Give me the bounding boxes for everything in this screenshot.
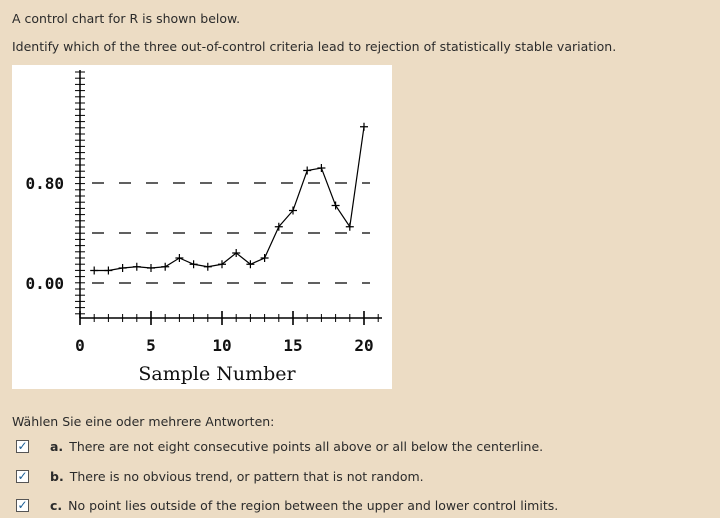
x-axis-title: Sample Number xyxy=(138,363,296,385)
data-point xyxy=(232,249,241,257)
answer-letter-b: b. xyxy=(50,468,64,484)
check-icon: ✓ xyxy=(17,498,28,512)
answer-checkbox-c[interactable]: ✓ xyxy=(16,498,29,512)
answer-text-c: No point lies outside of the region betw… xyxy=(68,497,559,513)
answers-prompt: Wählen Sie eine oder mehrere Antworten: xyxy=(12,414,275,429)
data-point xyxy=(317,164,326,172)
data-point xyxy=(360,122,368,131)
x-tick-label: 20 xyxy=(354,336,373,355)
answer-option-b[interactable]: ✓ b. There is no obvious trend, or patte… xyxy=(16,466,424,486)
y-tick-label: 0.00 xyxy=(25,274,64,293)
check-icon: ✓ xyxy=(17,469,28,483)
data-point xyxy=(189,260,198,269)
data-point xyxy=(90,266,99,275)
data-point xyxy=(331,201,340,210)
data-point xyxy=(161,262,170,271)
data-point xyxy=(218,260,226,269)
data-point xyxy=(203,262,212,271)
answer-text-a: There are not eight consecutive points a… xyxy=(69,438,544,454)
answer-option-c[interactable]: ✓ c. No point lies outside of the region… xyxy=(16,495,558,515)
r-series-line xyxy=(94,126,365,272)
answer-letter-a: a. xyxy=(50,438,64,454)
answer-checkbox-a[interactable]: ✓ xyxy=(16,439,29,453)
answer-text-b: There is no obvious trend, or pattern th… xyxy=(69,468,424,484)
data-point xyxy=(175,254,184,262)
data-point xyxy=(104,266,113,275)
data-point xyxy=(274,222,283,231)
answer-checkbox-b[interactable]: ✓ xyxy=(16,469,29,483)
control-chart: 0.00 0.80 0 5 10 15 20 Sample Number xyxy=(25,70,382,385)
data-point xyxy=(260,254,269,262)
question-line-1: A control chart for R is shown below. xyxy=(12,11,241,26)
data-point xyxy=(118,264,127,272)
data-point xyxy=(132,262,141,271)
data-point xyxy=(246,260,255,269)
x-tick-label: 10 xyxy=(212,336,231,355)
x-tick-label: 5 xyxy=(146,336,156,355)
y-tick-label: 0.80 xyxy=(25,174,64,193)
answer-letter-c: c. xyxy=(50,497,63,513)
data-point xyxy=(345,222,354,231)
check-icon: ✓ xyxy=(17,439,28,453)
data-point xyxy=(303,166,312,175)
x-tick-label: 15 xyxy=(283,336,302,355)
data-point xyxy=(147,264,155,272)
answer-option-a[interactable]: ✓ a. There are not eight consecutive poi… xyxy=(16,436,543,456)
question-line-2: Identify which of the three out-of-contr… xyxy=(12,39,617,54)
x-tick-label: 0 xyxy=(75,336,85,355)
data-point xyxy=(289,206,297,215)
control-chart-figure: 0.00 0.80 0 5 10 15 20 Sample Number xyxy=(12,65,392,389)
